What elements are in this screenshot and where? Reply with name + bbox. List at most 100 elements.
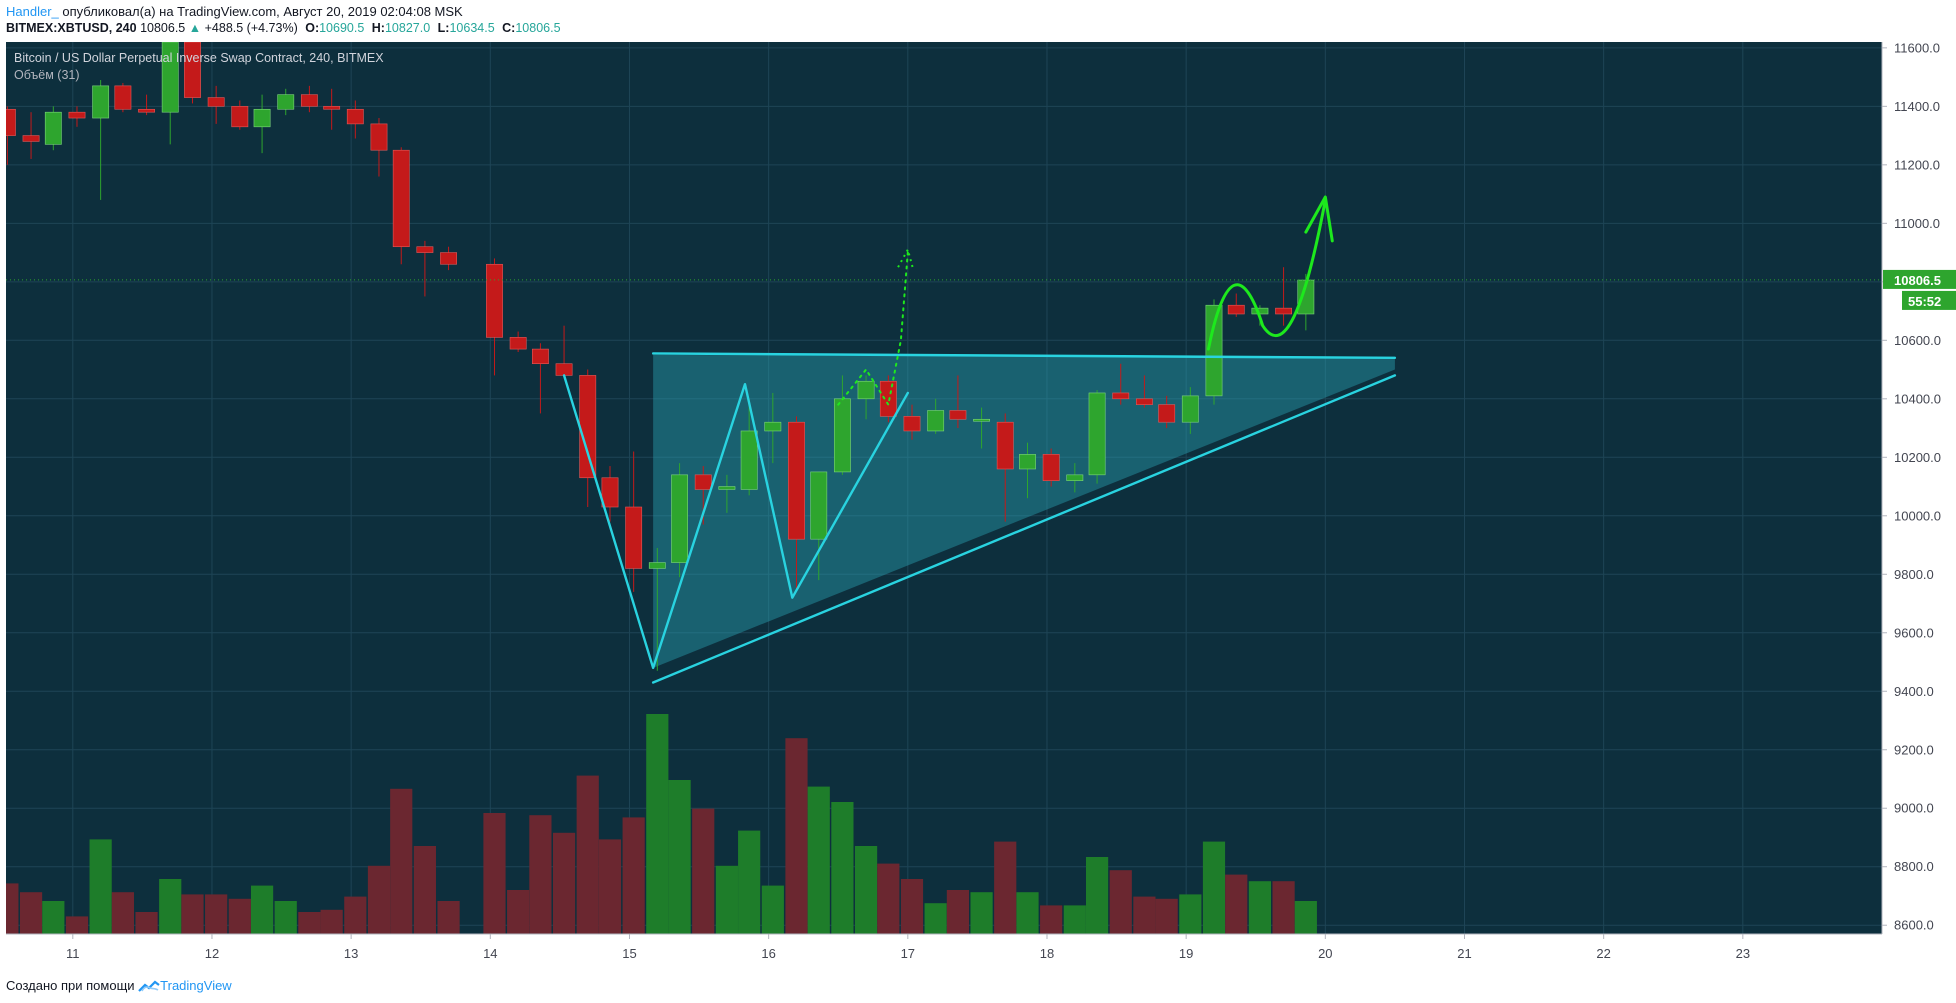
volume-bar xyxy=(205,894,228,934)
volume-bar xyxy=(1085,857,1109,934)
volume-bar xyxy=(1202,841,1226,934)
candle-body xyxy=(625,506,643,569)
price-tick-label: 8600.0 xyxy=(1894,918,1934,933)
author-link[interactable]: Handler_ xyxy=(6,4,59,19)
time-tick-label: 21 xyxy=(1457,946,1471,961)
candle-body xyxy=(1066,474,1084,481)
volume-bar xyxy=(159,879,182,934)
pattern-drawings[interactable] xyxy=(6,195,1882,684)
volume-bar xyxy=(6,883,19,934)
time-tick-label: 11 xyxy=(66,946,80,961)
candle-body xyxy=(440,252,457,265)
volume-bar xyxy=(854,846,878,934)
volume-bar xyxy=(250,885,274,934)
price-tick-label: 10200.0 xyxy=(1894,450,1941,465)
time-tick-label: 13 xyxy=(344,946,358,961)
time-axis[interactable]: 11 12 13 14 15 16 17 18 19 20 21 22 23 xyxy=(6,933,1882,961)
volume-bar xyxy=(576,775,599,934)
volume-bar xyxy=(1063,905,1086,934)
countdown-tag xyxy=(1902,290,1956,310)
candle-body xyxy=(114,85,132,110)
time-tick-label: 23 xyxy=(1736,946,1750,961)
price-tick-label: 9000.0 xyxy=(1894,801,1934,816)
price-tick-label: 10400.0 xyxy=(1894,391,1941,406)
time-tick-label: 16 xyxy=(761,946,775,961)
time-tick-label: 22 xyxy=(1596,946,1610,961)
volume-bar xyxy=(715,865,738,934)
close-value: 10806.5 xyxy=(515,21,561,35)
volume-bar xyxy=(1016,892,1039,934)
candle-body xyxy=(601,477,619,508)
tradingview-link[interactable]: TradingView xyxy=(160,978,232,993)
symbol-bar: BITMEX:XBTUSD, 240 10806.5 ▲ +488.5 (+4.… xyxy=(6,21,561,35)
publish-info: Handler_ опубликовал(а) на TradingView.c… xyxy=(6,4,463,19)
candle-body xyxy=(1181,395,1199,423)
bullish-arrowhead[interactable] xyxy=(1304,195,1334,243)
candle-body xyxy=(857,380,875,400)
triangle-support-line[interactable] xyxy=(651,374,1397,684)
volume-bar xyxy=(668,780,691,934)
volume-bar xyxy=(367,865,391,934)
candle-body xyxy=(1088,392,1106,476)
candle-body xyxy=(788,421,805,540)
published-text: опубликовал(а) на TradingView.com, Авгус… xyxy=(58,4,463,19)
candlesticks xyxy=(6,42,1315,671)
time-tick-label: 14 xyxy=(483,946,497,961)
candle-body xyxy=(6,108,16,136)
volume-bar xyxy=(437,901,460,934)
volume-bar xyxy=(924,903,947,934)
volume-bar xyxy=(738,830,761,934)
candle-body xyxy=(879,380,897,417)
candle-body xyxy=(671,474,688,563)
price-axis[interactable]: 8600.0 8800.0 9000.0 9200.0 9400.0 9600.0 9800… xyxy=(1881,42,1956,934)
volume-bar xyxy=(1109,870,1132,934)
symbol-label: BITMEX:XBTUSD, 240 xyxy=(6,21,137,35)
volume-bar xyxy=(831,802,854,934)
chart-area[interactable]: 8600.0 8800.0 9000.0 9200.0 9400.0 9600.0 9800… xyxy=(6,42,1956,967)
candle-body xyxy=(231,106,249,128)
candle-body xyxy=(579,375,597,479)
volume-bar xyxy=(692,808,715,934)
price-change: +488.5 (+4.73%) xyxy=(204,21,298,35)
plot-background xyxy=(6,42,1882,934)
volume-bar xyxy=(228,898,251,934)
time-tick-label: 17 xyxy=(901,946,915,961)
tradingview-logo-icon[interactable] xyxy=(138,979,160,993)
volume-bar xyxy=(552,832,576,934)
high-label: H: xyxy=(371,21,385,35)
price-tick-label: 11400.0 xyxy=(1894,99,1940,114)
volume-bar xyxy=(970,892,993,934)
volume-bar xyxy=(507,890,530,934)
high-value: 10827.0 xyxy=(384,21,431,35)
projection-dotted-line[interactable] xyxy=(837,251,909,406)
candle-body xyxy=(648,562,666,569)
volume-bar xyxy=(413,846,436,934)
candle-body xyxy=(949,410,967,420)
bullish-projection-curve[interactable] xyxy=(1206,198,1327,351)
volume-bar xyxy=(320,909,343,934)
candle-body xyxy=(486,263,503,338)
candle-body xyxy=(300,94,318,107)
zigzag-pattern-line[interactable] xyxy=(562,374,910,670)
last-price-tag-label: 10806.5 xyxy=(1894,273,1941,288)
candle-body xyxy=(1042,454,1060,481)
price-chart[interactable]: 8600.0 8800.0 9000.0 9200.0 9400.0 9600.0 9800… xyxy=(6,42,1956,967)
candle-body xyxy=(694,474,712,490)
change-up-icon: ▲ xyxy=(188,21,202,35)
candle-body xyxy=(509,337,527,350)
legend-volume: Объём (31) xyxy=(14,68,80,82)
volume-bar xyxy=(598,839,622,934)
candle-body xyxy=(138,108,155,113)
price-tick-label: 9400.0 xyxy=(1894,684,1934,699)
volume-bar xyxy=(807,786,830,934)
candle-body xyxy=(253,108,271,128)
price-tick-label: 9800.0 xyxy=(1894,567,1934,582)
candle-body xyxy=(1112,392,1130,400)
candle-body xyxy=(92,85,110,119)
volume-bar xyxy=(42,901,65,934)
triangle-resistance-line[interactable] xyxy=(651,352,1397,360)
candle-body xyxy=(1205,304,1223,397)
projection-arrowhead[interactable] xyxy=(897,247,915,271)
candle-body xyxy=(68,111,86,119)
volume-bar xyxy=(65,916,89,934)
